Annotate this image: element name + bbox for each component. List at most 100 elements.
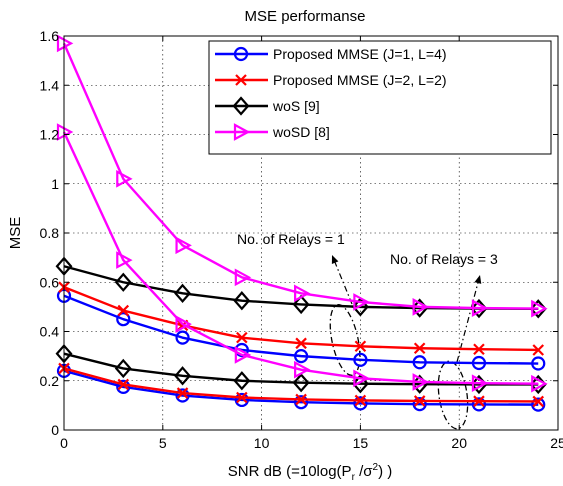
legend-entry-4: woSD [8] xyxy=(215,123,330,141)
x-tick-label: 20 xyxy=(451,435,467,451)
series-4-point xyxy=(531,374,548,393)
series-4-point xyxy=(531,299,548,318)
series-2-point xyxy=(117,378,130,391)
series-1-point xyxy=(531,397,546,412)
legend-marker xyxy=(232,96,250,116)
series-1-point xyxy=(412,397,427,412)
series-4-line-1 xyxy=(62,42,539,310)
x-axis-label: SNR dB (=10log(Pr /σ2) ) xyxy=(228,462,392,483)
legend-entry-3: woS [9] xyxy=(215,96,320,116)
series-1-line-1 xyxy=(63,294,539,365)
x-axis-label-main: SNR dB (=10log(P xyxy=(228,463,352,480)
series-4-point xyxy=(175,315,192,333)
chart-title: MSE performanse xyxy=(245,8,366,25)
series-4-point xyxy=(471,374,489,393)
series-3-point xyxy=(114,358,132,379)
y-tick-label: 0.2 xyxy=(40,373,60,389)
annotation-relays-1: No. of Relays = 1 xyxy=(237,231,345,247)
series-4-line-2 xyxy=(62,131,539,385)
legend-label: woS [9] xyxy=(272,98,320,114)
x-axis-label-sigma: /σ xyxy=(355,463,373,480)
series-1-point xyxy=(234,392,249,408)
y-tick-label: 0.8 xyxy=(40,225,60,241)
series-layer xyxy=(55,34,548,412)
series-2-point xyxy=(532,395,545,408)
series-1-point xyxy=(116,312,131,327)
series-2-point xyxy=(473,395,485,407)
series-1-point xyxy=(531,356,546,371)
y-tick-label: 1.4 xyxy=(40,77,60,93)
annotation-arrow-relays-3-line xyxy=(456,274,481,363)
series-4-point xyxy=(116,169,133,188)
x-axis-label-superscript: 2 xyxy=(373,462,379,473)
series-2-point xyxy=(236,331,248,344)
annotation-relays-3: No. of Relays = 3 xyxy=(390,251,498,267)
legend-label: Proposed MMSE (J=2, L=2) xyxy=(273,72,447,88)
y-tick-label: 0.4 xyxy=(40,324,60,340)
grid xyxy=(64,36,558,430)
x-tick-label: 10 xyxy=(254,435,270,451)
series-2-point xyxy=(354,394,367,407)
series-4-point xyxy=(471,299,489,317)
series-3-point xyxy=(351,374,369,394)
series-4-point xyxy=(294,284,311,303)
series-3-point xyxy=(174,366,192,386)
annotation-layer xyxy=(329,254,482,430)
legend: Proposed MMSE (J=1, L=4) Proposed MMSE (J… xyxy=(208,40,552,155)
legend-label: Proposed MMSE (J=1, L=4) xyxy=(273,46,447,62)
x-tick-label: 5 xyxy=(159,435,167,451)
series-4-point xyxy=(353,369,370,388)
annotation-arrow-relays-3 xyxy=(456,274,482,363)
series-2-point xyxy=(473,343,485,356)
series-1-point xyxy=(175,330,190,345)
legend-label: woSD [8] xyxy=(272,124,330,140)
legend-marker xyxy=(233,46,249,62)
series-1-point xyxy=(471,397,487,412)
x-tick-label: 25 xyxy=(550,435,563,451)
series-1-point xyxy=(116,379,131,395)
series-2-point xyxy=(236,391,248,404)
legend-entries: Proposed MMSE (J=1, L=4) Proposed MMSE (J… xyxy=(215,46,447,141)
x-tick-label: 0 xyxy=(60,435,68,451)
series-4-point xyxy=(412,298,430,316)
series-3-point xyxy=(292,294,310,315)
series-2-point xyxy=(413,342,426,355)
y-tick-label: 1 xyxy=(51,176,59,192)
series-3-line-2 xyxy=(63,352,539,386)
series-2-point xyxy=(117,304,130,317)
series-4-point xyxy=(116,251,133,269)
series-1-point xyxy=(175,388,190,403)
series-2-point xyxy=(295,393,307,406)
series-1-point xyxy=(294,395,309,410)
annotation-arrow-relays-1-line xyxy=(331,254,353,305)
y-axis-label: MSE xyxy=(7,217,24,250)
series-4-point xyxy=(353,293,370,311)
annotation-arrow-relays-3-head xyxy=(474,275,482,284)
legend-entry-2: Proposed MMSE (J=2, L=2) xyxy=(215,72,447,88)
legend-box xyxy=(208,40,552,155)
y-tick-label: 1.6 xyxy=(40,28,60,44)
series-4-point xyxy=(234,346,252,364)
series-4-point xyxy=(294,360,311,379)
legend-entry-1: Proposed MMSE (J=1, L=4) xyxy=(215,46,447,62)
series-1-point xyxy=(294,349,309,364)
series-1 xyxy=(56,288,546,412)
series-1-point xyxy=(353,352,368,367)
x-axis-label-end: ) ) xyxy=(378,463,392,480)
series-1-point xyxy=(412,355,427,370)
series-2-point xyxy=(532,344,545,356)
y-tick-label: 0 xyxy=(51,422,59,438)
series-2-point xyxy=(295,337,307,350)
series-3-point xyxy=(292,373,310,393)
series-3-point xyxy=(233,371,251,391)
ticks: 0 5 10 15 20 25 0 0.2 0.4 0.6 0.8 1 1.2 1.4 1.6 xyxy=(40,28,563,451)
legend-marker xyxy=(235,74,247,86)
x-axis-label-subscript: r xyxy=(352,472,356,483)
annotation-arrow-relays-1 xyxy=(331,254,353,305)
y-tick-label: 0.6 xyxy=(40,274,60,290)
series-3-point xyxy=(114,272,132,292)
series-3-point xyxy=(174,283,192,304)
series-1-line-2 xyxy=(63,369,539,406)
annotation-ellipse-relays-3 xyxy=(437,360,469,430)
legend-marker xyxy=(233,123,251,141)
